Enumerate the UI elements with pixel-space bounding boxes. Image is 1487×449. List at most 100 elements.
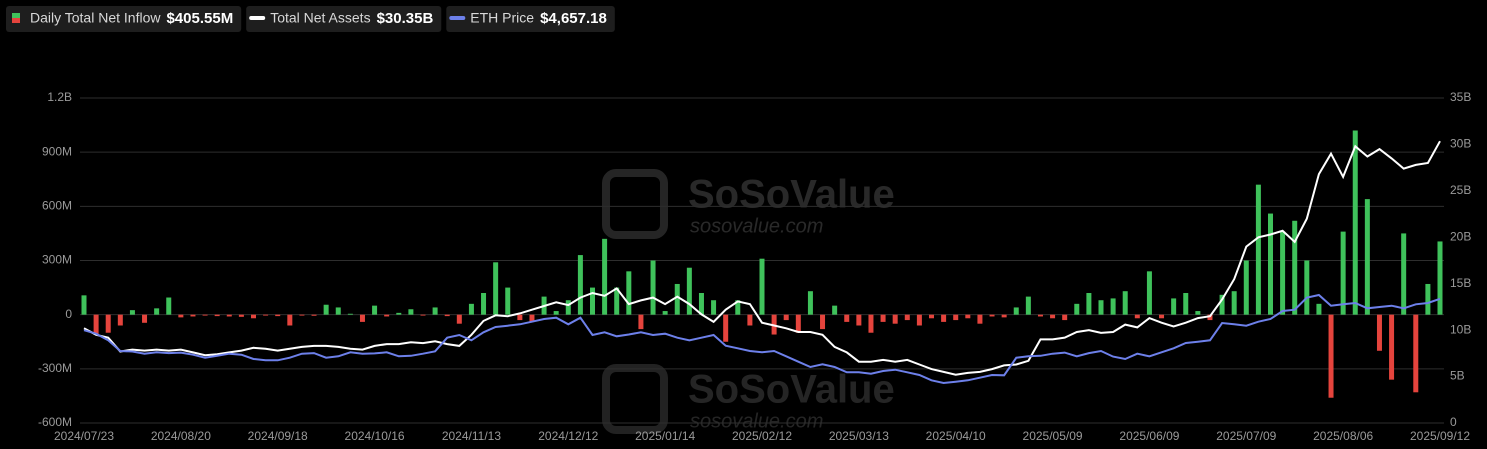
bar (1280, 231, 1286, 315)
bar (1037, 314, 1043, 317)
bar (238, 314, 244, 317)
bar (1195, 311, 1201, 315)
x-tick-label: 2025/05/09 (1023, 429, 1083, 443)
watermark-url: sosovalue.com (690, 410, 823, 432)
bar (117, 314, 123, 326)
bar (263, 314, 269, 316)
watermark-url: sosovalue.com (690, 215, 823, 237)
x-tick-label: 2025/09/12 (1410, 429, 1470, 443)
bar (904, 314, 910, 321)
bar (1183, 293, 1189, 315)
y-tick-label: 1.2B (47, 90, 72, 104)
bar (1376, 314, 1382, 351)
bar (1098, 300, 1104, 315)
y2-tick-label: 5B (1450, 369, 1465, 383)
bar (1243, 260, 1249, 315)
bar (81, 295, 87, 315)
bar (638, 314, 644, 330)
bar (832, 305, 838, 315)
bar (614, 287, 620, 315)
legend-item: Total Net Assets $30.35B (246, 6, 442, 32)
watermark-text: SoSoValue (688, 173, 895, 217)
bar (747, 314, 753, 326)
x-tick-label: 2025/08/06 (1313, 429, 1373, 443)
watermark-logo (602, 364, 668, 434)
x-tick-label: 2024/12/12 (538, 429, 598, 443)
bar (1086, 293, 1092, 315)
bar (287, 314, 293, 326)
bar (1352, 130, 1358, 315)
bar (590, 287, 595, 315)
bar (1364, 199, 1370, 315)
bar (929, 314, 934, 319)
bar (1050, 314, 1056, 319)
bar (517, 314, 523, 321)
x-tick-label: 2025/01/14 (635, 429, 695, 443)
bar (468, 303, 474, 315)
bar (420, 314, 426, 316)
y-tick-label: 900M (42, 144, 72, 158)
bar (650, 260, 656, 315)
bar (965, 314, 971, 319)
bar (384, 314, 390, 317)
bar (880, 314, 886, 322)
legend-box (6, 6, 242, 32)
x-tick-label: 2025/03/13 (829, 429, 889, 443)
legend-box (446, 6, 615, 32)
bar (953, 314, 959, 321)
bar (214, 314, 220, 317)
bar (1425, 283, 1431, 315)
y2-tick-label: 20B (1450, 229, 1471, 243)
bar (1340, 231, 1346, 315)
x-tick-label: 2024/11/13 (442, 429, 501, 443)
x-tick-label: 2024/08/20 (151, 429, 211, 443)
line (83, 140, 1441, 376)
legend-value: $4,657.18 (540, 10, 607, 27)
legend-box (246, 6, 442, 32)
bar (432, 307, 438, 315)
y2-tick-label: 25B (1450, 183, 1471, 197)
bar (1025, 296, 1031, 315)
bar (735, 300, 741, 315)
bar (323, 304, 329, 315)
x-tick-label: 2024/10/16 (345, 429, 405, 443)
bar (626, 271, 632, 315)
bar (662, 311, 668, 315)
bar (359, 314, 365, 322)
y-tick-label: 600M (42, 199, 72, 213)
bar (723, 314, 729, 342)
legend-value: $30.35B (377, 10, 434, 27)
bar (311, 314, 317, 316)
watermark-logo (602, 169, 668, 239)
x-tick-label: 2025/02/12 (732, 429, 792, 443)
bar (759, 258, 765, 315)
bar (93, 314, 99, 335)
y2-tick-label: 35B (1450, 90, 1471, 104)
bar (1110, 298, 1116, 315)
bar (1001, 314, 1007, 318)
bar (1304, 260, 1310, 315)
legend-icon (12, 13, 20, 18)
bar (1013, 307, 1019, 315)
y2-tick-label: 10B (1450, 322, 1471, 336)
bar (142, 314, 148, 323)
bar (1159, 314, 1165, 319)
legend-icon (12, 18, 20, 23)
bar (1146, 271, 1152, 315)
bar (577, 255, 583, 315)
bar (408, 309, 414, 315)
bar (481, 293, 487, 315)
bar (1389, 314, 1395, 380)
legend-name: ETH Price (470, 10, 534, 26)
bar (1292, 220, 1298, 315)
bar (807, 291, 813, 315)
x-tick-label: 2024/07/23 (54, 429, 114, 443)
bar (698, 293, 704, 315)
bar (154, 308, 160, 315)
bar (783, 314, 789, 321)
legend-name: Daily Total Net Inflow (30, 10, 161, 26)
y2-tick-label: 30B (1450, 137, 1471, 151)
x-tick-label: 2025/07/09 (1216, 429, 1276, 443)
